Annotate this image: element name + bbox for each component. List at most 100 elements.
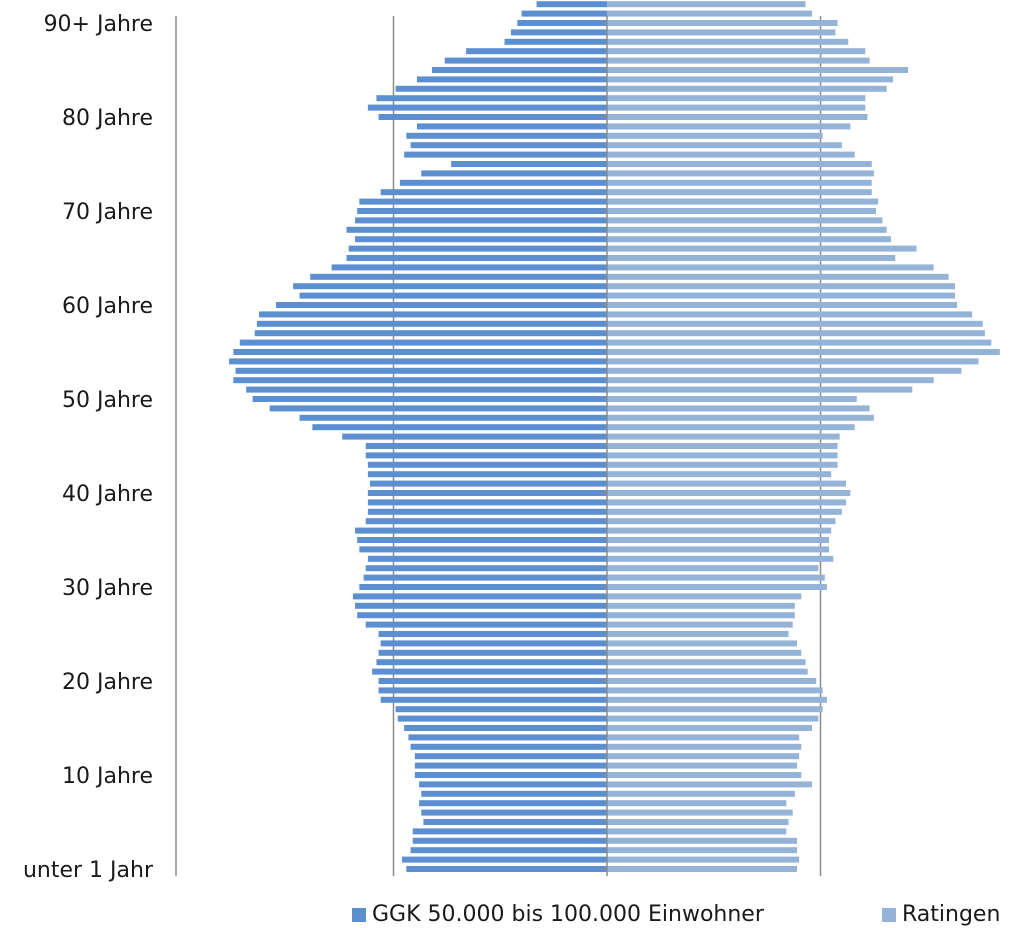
bar-ggk-age-87 [466,48,607,55]
bar-ggk-age-51 [246,386,607,393]
bar-ggk-age-33 [367,555,607,562]
bar-ggk-age-72 [380,189,607,196]
bar-ggk-age-30 [359,584,607,590]
bar-ggk-age-54 [229,358,607,365]
bar-ratingen-age-undefined [607,10,812,17]
bar-ggk-age-19 [378,687,608,694]
bar-ratingen-age-37 [607,518,836,525]
bar-ratingen-age-59 [607,311,973,318]
bar-ratingen-age-5 [607,819,789,825]
bar-ratingen-age-15 [607,725,812,731]
bar-ratingen-age-53 [607,367,962,374]
bar-ggk-age-13 [410,743,607,750]
bar-ggk-age-24 [380,640,607,647]
bar-ggk-age-16 [397,715,607,722]
bar-ggk-age-78 [406,132,607,139]
bar-ggk-age-63 [310,273,607,280]
bar-ggk-age-17 [395,706,608,713]
bar-ratingen-age-67 [607,236,891,243]
bar-ggk-age-23 [378,649,608,656]
bar-ratingen-age-25 [607,631,789,637]
bar-ratingen-age-48 [607,414,874,421]
legend: GGK 50.000 bis 100.000 Einwohner Ratinge… [0,902,1036,928]
bar-ratingen-age-14 [607,734,800,741]
bar-ratingen-age-7 [607,800,787,807]
bar-ratingen-age-72 [607,189,872,196]
bar-ggk-age-45 [365,443,607,449]
bar-ggk-age-67 [355,236,607,243]
bar-ratingen-age-57 [607,330,985,337]
center-axis [601,16,608,876]
bar-ggk-age-2 [410,847,607,854]
y-tick-label: 60 Jahre [62,294,153,319]
bar-ratingen-age-24 [607,640,798,647]
bar-ratingen-age-88 [607,38,849,45]
bar-ratingen-age-89 [607,29,836,36]
legend-label-ratingen: Ratingen [902,902,1001,927]
bar-ggk-age-88 [504,38,607,45]
bar-ggk-age-27 [357,612,607,619]
legend-item-ratingen: Ratingen [882,902,1000,927]
y-tick-label: 90+ Jahre [44,12,153,37]
bar-ggk-age-77 [410,142,607,149]
bar-ratingen-age-73 [607,179,872,186]
bar-ratingen-age-26 [607,621,793,628]
bar-ggk-age-68 [346,226,607,233]
bar-ggk-age-22 [376,659,607,666]
legend-swatch-ggk [352,907,366,922]
bar-ratingen-age-79 [607,123,851,130]
bar-ggk-age-49 [269,405,607,412]
bar-ggk-age-1 [402,856,607,863]
bar-ggk-age-85 [431,67,607,73]
bar-ggk-age-61 [299,292,607,299]
bar-ggk-age-40 [367,490,607,496]
bar-ggk-age-48 [299,414,607,421]
bar-ggk-age-28 [355,602,607,609]
bar-ratingen-age-10 [607,772,802,778]
bar-ratingen-age-76 [607,151,855,158]
bar-ratingen-age-50 [607,396,857,402]
bar-ratingen-age-78 [607,132,823,139]
bar-ggk-age-74 [421,170,608,177]
bar-ggk-age-73 [399,179,607,186]
bar-ratingen-age-31 [607,574,825,581]
bar-ratingen-age-3 [607,837,798,844]
bar-ratingen-age-85 [607,67,909,73]
bar-ggk-age-44 [365,452,607,459]
bar-ratingen-age-21 [607,668,808,675]
bar-ggk-age-71 [359,198,607,205]
bar-ratingen-age-38 [607,508,842,515]
bar-ggk-age-9 [419,781,607,788]
bar-ratingen-age-83 [607,85,887,92]
bar-ratingen-age-8 [607,790,795,797]
bar-ggk-age-29 [352,593,607,600]
bar-ratingen-age-65 [607,255,896,261]
bar-ratingen-age-27 [607,612,795,619]
bar-ggk-age-75 [451,161,607,167]
bar-ggk-age-59 [258,311,607,318]
bar-ratingen-age-34 [607,546,830,553]
bar-ggk-age-70 [357,208,607,214]
bar-ratingen-age-58 [607,320,983,327]
bar-ggk-age-89 [510,29,608,36]
bar-ggk-age-5 [423,819,607,825]
bar-ratingen-age-30 [607,584,827,590]
bar-ratingen-age-19 [607,687,823,694]
y-tick-label: 20 Jahre [62,670,153,695]
y-tick-label: 70 Jahre [62,200,153,225]
bar-ggk-age-57 [254,330,607,337]
bar-ratingen-age-39 [607,499,847,506]
bar-ggk-age-10 [414,772,607,778]
bar-ratingen-age-74 [607,170,874,177]
bar-ggk-age-36 [355,527,607,534]
bar-ratingen-age-82 [607,95,866,102]
bar-ggk-age-90+ [517,20,607,26]
bar-ratingen-age-35 [607,537,830,543]
bar-ratingen-age-49 [607,405,870,412]
bar-ratingen-age-0 [607,866,798,872]
bar-ggk-age-39 [367,499,607,506]
bar-ratingen-age-13 [607,743,802,750]
bar-ratingen-age-33 [607,555,834,562]
bar-ratingen-age-undefined [607,1,806,8]
bar-ratingen-age-43 [607,461,838,468]
